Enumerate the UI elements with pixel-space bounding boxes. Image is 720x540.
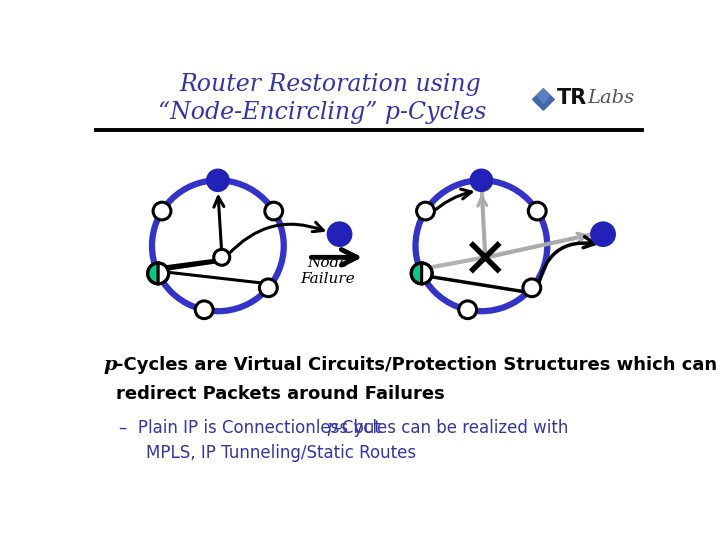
Text: redirect Packets around Failures: redirect Packets around Failures <box>116 385 444 403</box>
Text: p: p <box>326 419 337 436</box>
Text: Router Restoration using: Router Restoration using <box>179 72 481 96</box>
Text: MPLS, IP Tunneling/Static Routes: MPLS, IP Tunneling/Static Routes <box>145 444 416 462</box>
Circle shape <box>417 202 434 220</box>
Circle shape <box>592 223 615 246</box>
Circle shape <box>265 202 283 220</box>
Text: –  Plain IP is Connectionless but: – Plain IP is Connectionless but <box>120 419 387 437</box>
Circle shape <box>207 170 228 191</box>
Text: Labs: Labs <box>588 89 634 107</box>
Circle shape <box>459 301 477 319</box>
Circle shape <box>471 170 492 191</box>
Polygon shape <box>537 89 549 103</box>
Circle shape <box>523 279 541 296</box>
Text: TR: TR <box>557 88 588 108</box>
Text: “Node-Encircling” p-Cycles: “Node-Encircling” p-Cycles <box>158 101 487 124</box>
Circle shape <box>214 249 230 265</box>
Circle shape <box>153 202 171 220</box>
Text: -Cycles can be realized with: -Cycles can be realized with <box>336 419 569 437</box>
Text: p: p <box>104 356 117 374</box>
Wedge shape <box>148 263 158 284</box>
Wedge shape <box>422 263 432 284</box>
Wedge shape <box>158 263 168 284</box>
Wedge shape <box>411 263 422 284</box>
Circle shape <box>195 301 213 319</box>
Circle shape <box>328 223 351 246</box>
Circle shape <box>259 279 277 296</box>
Text: -Cycles are Virtual Circuits/Protection Structures which can: -Cycles are Virtual Circuits/Protection … <box>116 356 716 374</box>
Polygon shape <box>533 89 554 110</box>
Text: Node
Failure: Node Failure <box>301 256 355 286</box>
Circle shape <box>528 202 546 220</box>
